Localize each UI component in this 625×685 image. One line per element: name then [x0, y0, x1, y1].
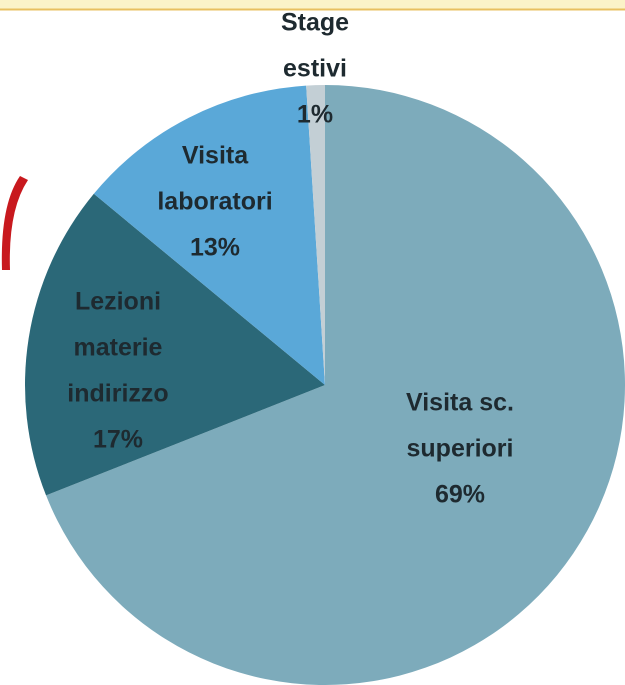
pie-slice	[306, 85, 325, 385]
value-label: 69%	[435, 481, 485, 509]
slice-label: laboratori	[157, 188, 272, 216]
slice-label: Lezioni	[75, 288, 161, 316]
pie	[25, 85, 625, 685]
value-label: 13%	[190, 234, 240, 262]
pie-slice	[25, 193, 326, 496]
slice-label: superiori	[407, 435, 514, 463]
top-band	[0, 0, 625, 9]
pie-slice	[46, 85, 625, 685]
red-stroke	[1, 176, 28, 270]
slice-label: Visita sc.	[406, 389, 514, 417]
value-label: 1%	[297, 101, 333, 129]
value-label: 17%	[93, 426, 143, 454]
pie-slice	[93, 85, 325, 385]
slice-label: Stage	[281, 9, 349, 37]
slice-label: Visita	[182, 142, 249, 170]
slice-label: indirizzo	[67, 380, 168, 408]
slice-label: estivi	[283, 55, 347, 83]
labels: Visita sc. superiori 69% Lezioni materie indi…	[67, 9, 514, 509]
slice-label: materie	[74, 334, 163, 362]
